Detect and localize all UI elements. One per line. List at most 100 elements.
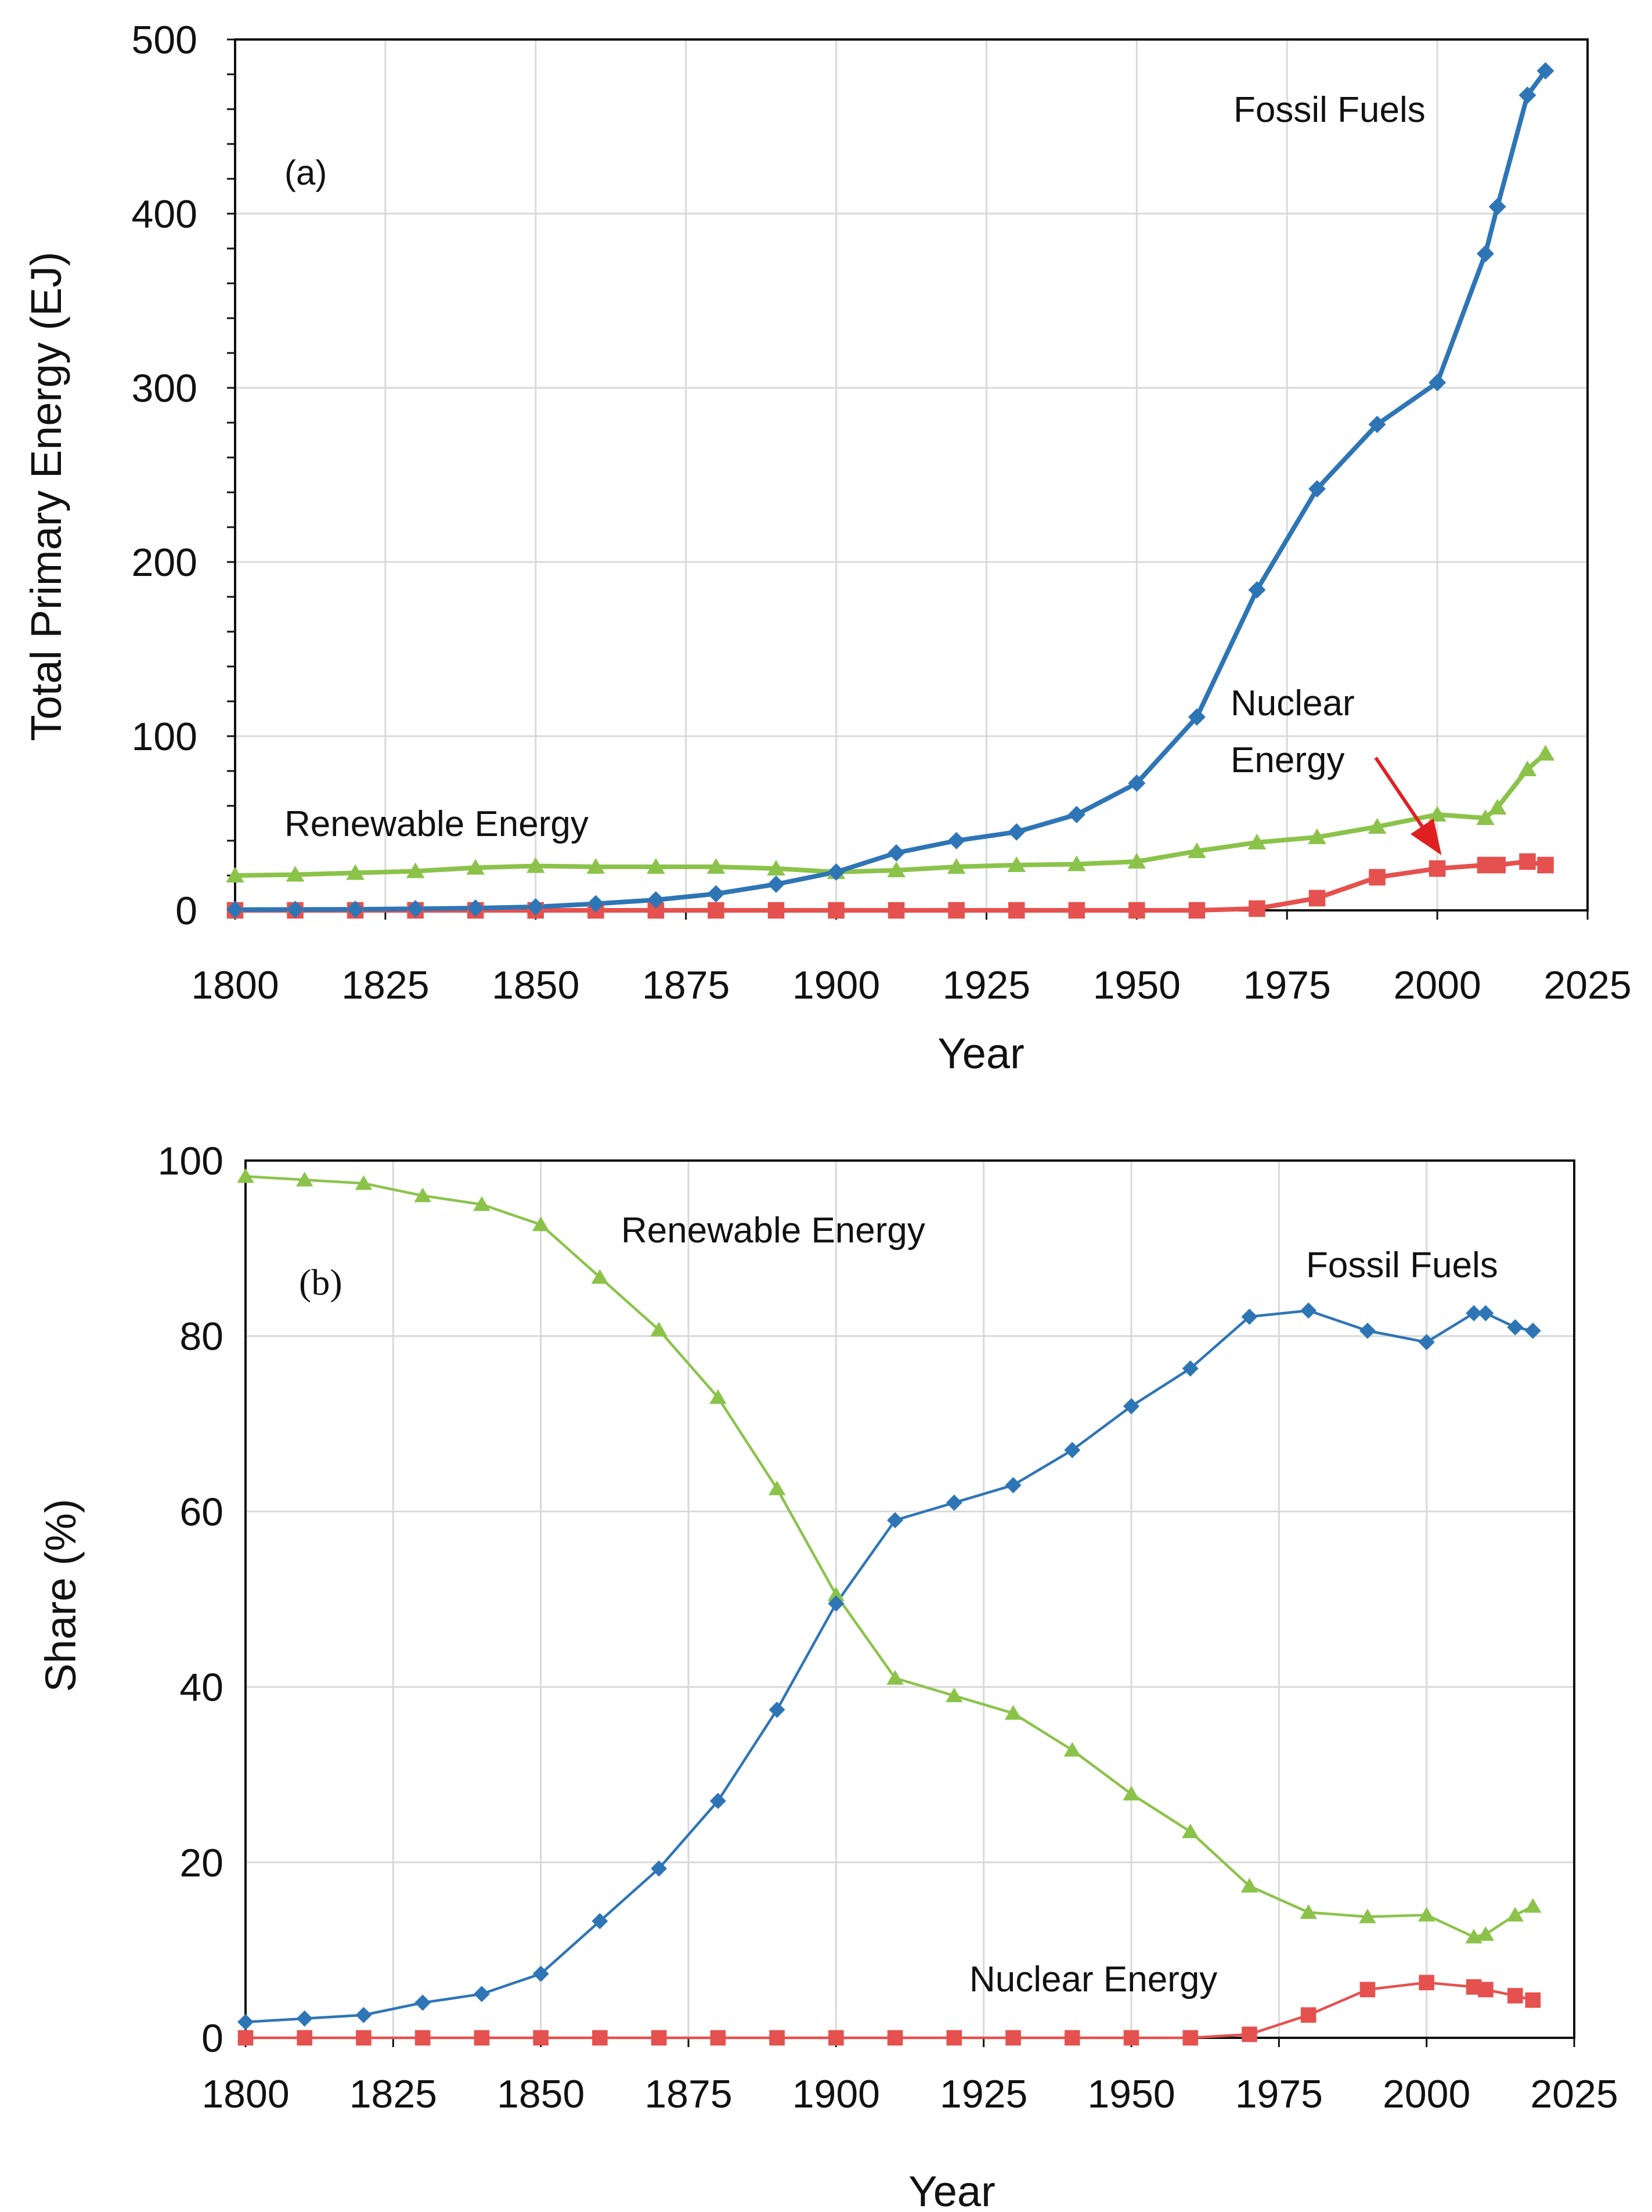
nuclear-energy-marker-a	[1489, 856, 1506, 874]
nuclear-energy-marker-b	[1419, 1975, 1434, 1991]
fossil-fuels-line-a	[235, 69, 1548, 912]
x-tick-label-a: 1825	[341, 963, 429, 1007]
nuclear-energy-marker-b	[1478, 1982, 1494, 1998]
y-tick-label-b: 40	[179, 1666, 223, 1710]
nuclear-energy-marker-b	[592, 2030, 608, 2046]
x-tick-label-a: 2025	[1543, 963, 1631, 1007]
x-tick-label-b: 1850	[497, 2072, 585, 2116]
y-tick-label-b: 0	[201, 2016, 223, 2060]
nuclear-annotation-line1-a: Nuclear	[1231, 683, 1355, 723]
fossil-fuels-marker-b	[1359, 1323, 1376, 1339]
nuclear-energy-marker-a	[1308, 889, 1326, 907]
nuclear-energy-marker-b	[710, 2030, 726, 2046]
fossil-fuels-marker-b	[1300, 1302, 1317, 1319]
fossil-fuels-marker-a	[888, 844, 906, 862]
renewable-energy-marker-a	[226, 867, 244, 882]
x-tick-label-b: 1800	[201, 2072, 289, 2116]
fossil-fuels-marker-a	[1518, 87, 1536, 104]
nuclear-energy-marker-a	[708, 902, 724, 919]
renewable-energy-marker-b	[1004, 1705, 1022, 1720]
fossil-fuels-marker-a	[226, 900, 244, 918]
x-tick-label-b: 2000	[1383, 2072, 1470, 2116]
fossil-fuels-marker-b	[828, 1595, 845, 1612]
fossil-fuels-marker-a	[286, 900, 304, 918]
fossil-fuels-marker-a	[1536, 62, 1554, 80]
renewable-energy-marker-a	[1536, 745, 1555, 761]
fossil-fuels-marker-b	[414, 1994, 431, 2011]
y-tick-label-b: 20	[179, 1841, 223, 1885]
nuclear-energy-annotation-b: Nuclear Energy	[969, 1959, 1217, 2000]
renewable-energy-marker-b	[1477, 1926, 1495, 1941]
x-tick-label-a: 1975	[1243, 963, 1331, 1007]
renewable-energy-line-b	[245, 1175, 1534, 1939]
nuclear-energy-marker-b	[1064, 2030, 1080, 2046]
nuclear-energy-marker-a	[1429, 860, 1446, 877]
fossil-fuels-marker-b	[532, 1965, 549, 1982]
fossil-fuels-marker-a	[347, 900, 365, 918]
renewable-energy-marker-a	[767, 860, 785, 876]
x-axis-title-b: Year	[908, 2167, 995, 2212]
renewable-energy-marker-b	[946, 1687, 963, 1702]
renewable-energy-marker-a	[346, 864, 365, 880]
fossil-fuels-marker-a	[1188, 708, 1206, 726]
fossil-fuels-marker-a	[1008, 823, 1026, 841]
renewable-energy-marker-b	[532, 1216, 550, 1231]
renewable-energy-marker-b	[709, 1389, 727, 1404]
renewable-energy-marker-a	[466, 859, 485, 875]
renewable-energy-marker-a	[647, 858, 665, 874]
renewable-energy-marker-a	[1368, 818, 1387, 834]
renewable-energy-marker-b	[591, 1269, 609, 1284]
nuclear-energy-marker-b	[1005, 2030, 1021, 2046]
nuclear-energy-marker-a	[888, 902, 905, 919]
x-tick-label-a: 1800	[191, 963, 279, 1007]
nuclear-energy-marker-b	[946, 2030, 962, 2046]
fossil-fuels-marker-b	[651, 1860, 668, 1877]
nuclear-energy-marker-b	[1300, 2007, 1316, 2023]
renewable-energy-marker-b	[886, 1670, 904, 1685]
renewable-energy-marker-b	[650, 1321, 668, 1336]
fossil-fuels-marker-a	[406, 900, 424, 918]
renewable-energy-marker-b	[1359, 1908, 1376, 1923]
renewable-energy-marker-b	[1506, 1907, 1524, 1922]
renewable-energy-marker-b	[473, 1196, 490, 1211]
renewable-energy-marker-a	[586, 858, 605, 874]
fossil-fuels-marker-b	[355, 2006, 372, 2023]
nuclear-energy-marker-b	[1507, 1988, 1523, 2004]
renewable-energy-marker-a	[1428, 806, 1447, 822]
fossil-fuels-marker-a	[467, 899, 485, 917]
nuclear-energy-line-b	[246, 1981, 1534, 2040]
renewable-energy-marker-b	[1417, 1907, 1435, 1922]
x-tick-label-b: 2025	[1530, 2072, 1618, 2116]
fossil-fuels-marker-b	[1507, 1319, 1524, 1336]
renewable-energy-marker-b	[1240, 1878, 1258, 1893]
renewable-energy-marker-a	[1476, 809, 1495, 825]
nuclear-energy-marker-b	[474, 2030, 490, 2046]
nuclear-pointer-arrow-a	[1374, 756, 1442, 855]
renewable-energy-marker-a	[1247, 834, 1267, 849]
panel-a-label: (a)	[284, 153, 327, 192]
fossil-fuels-marker-b	[473, 1986, 490, 2002]
x-tick-label-b: 1925	[940, 2072, 1027, 2116]
fossil-fuels-marker-a	[1248, 581, 1266, 599]
renewable-energy-marker-b	[414, 1187, 431, 1202]
y-tick-label-a: 500	[132, 18, 197, 62]
fossil-fuels-marker-b	[1064, 1442, 1081, 1458]
fossil-fuels-annotation-b: Fossil Fuels	[1306, 1245, 1498, 1285]
nuclear-energy-marker-a	[1537, 856, 1554, 874]
fossil-fuels-marker-a	[1368, 416, 1386, 433]
fossil-fuels-marker-a	[526, 898, 544, 916]
renewable-energy-annotation-a: Renewable Energy	[284, 804, 589, 844]
fossil-fuels-marker-b	[1123, 1398, 1139, 1415]
x-tick-label-b: 1875	[644, 2072, 732, 2116]
fossil-fuels-marker-b	[1524, 1323, 1541, 1339]
nuclear-energy-marker-b	[1182, 2030, 1199, 2046]
x-tick-label-a: 1875	[642, 963, 730, 1007]
x-tick-label-a: 1900	[792, 963, 880, 1007]
nuclear-energy-marker-b	[769, 2030, 785, 2046]
nuclear-energy-marker-a	[1068, 902, 1085, 919]
renewable-energy-marker-b	[1182, 1823, 1199, 1839]
fossil-fuels-marker-b	[1477, 1305, 1494, 1321]
y-tick-label-b: 60	[179, 1490, 223, 1534]
renewable-energy-marker-b	[237, 1168, 254, 1183]
plot-frame-a	[234, 38, 1589, 912]
